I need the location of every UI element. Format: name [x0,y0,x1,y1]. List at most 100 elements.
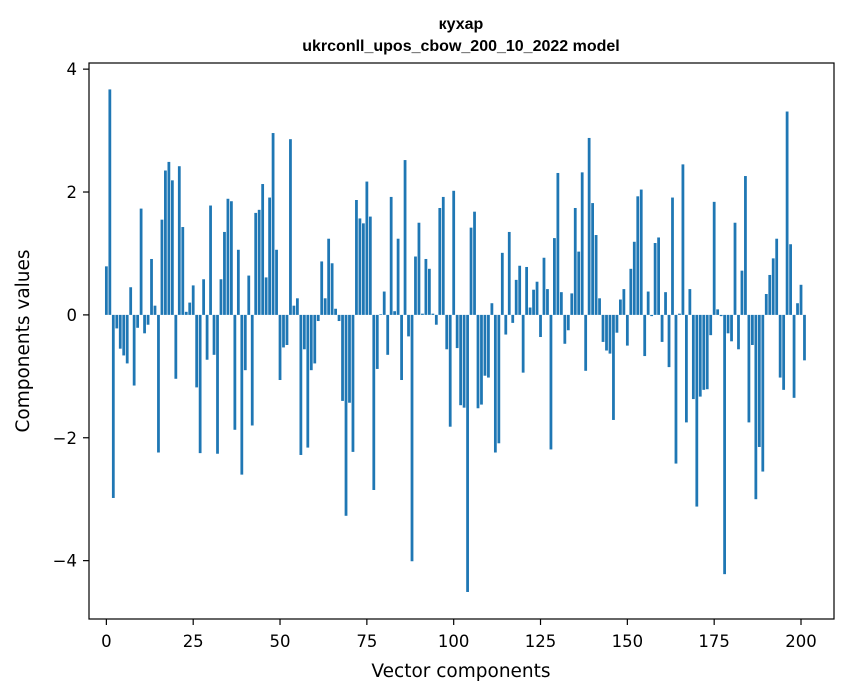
bar [195,314,199,388]
bar [108,89,112,315]
bar [202,279,206,315]
bar [313,314,317,364]
bar [549,314,553,450]
bar [757,314,761,447]
bar [518,265,522,315]
bar [410,314,414,562]
bar [372,314,376,490]
bar [219,279,223,315]
bar [511,314,515,323]
bar [434,314,438,325]
bar [139,208,143,315]
bar [796,303,799,315]
bar [441,196,445,315]
bar [268,197,271,315]
bar [351,314,355,452]
bar [671,197,674,315]
bars-group [104,89,806,592]
bar [487,314,490,378]
bar [122,314,126,356]
bar [132,314,136,386]
y-tick-label: 4 [67,60,78,79]
bar [674,314,678,464]
plot-area-frame [88,62,835,620]
bar [681,164,685,315]
bar [507,231,511,315]
bar [619,299,622,315]
bar [170,180,174,315]
bar [379,314,383,315]
bar [375,314,379,369]
bar [250,314,254,426]
bar [653,243,657,315]
bar [226,198,230,315]
x-tick-label: 175 [698,632,730,651]
bar [539,314,542,338]
bar [327,238,331,315]
x-tick-label: 100 [438,632,470,651]
bar [737,314,740,350]
bar [150,258,153,315]
bar [646,291,650,315]
bar [125,314,129,364]
bar [136,314,140,328]
bar [191,285,195,315]
bar [650,314,654,317]
bar [771,258,775,315]
bar [389,196,393,315]
bar [323,298,327,315]
bar [205,314,209,360]
bar [591,203,594,315]
bar [497,314,501,444]
bar [365,181,369,315]
bar [525,266,529,315]
bar [573,207,577,315]
bar [778,314,782,378]
bar [705,314,709,390]
bar [282,314,285,348]
x-axis-label: Vector components [371,661,550,682]
y-tick-label: −4 [53,552,77,571]
bar [257,209,261,315]
bar [476,314,480,409]
bar [553,238,556,315]
bar [452,190,456,315]
bar [448,314,452,427]
bar [789,244,792,315]
bar [320,261,324,315]
bar [744,176,747,315]
bar [302,314,306,350]
bar [577,251,581,315]
bar [459,314,463,406]
bar [358,218,362,315]
bar [803,314,806,361]
bar [688,289,692,315]
y-tick-label: 0 [67,306,78,325]
bar [528,307,532,315]
bar [691,314,695,400]
bar [174,314,178,379]
bar [556,172,560,315]
bar [636,196,640,315]
bar [334,308,337,315]
bar [104,266,108,315]
bar [726,314,730,334]
bar [723,314,726,575]
bar [612,314,615,420]
bar [223,231,226,315]
bar [236,249,240,315]
bar [570,293,574,315]
bar [188,302,192,315]
bar [625,314,629,346]
bar [337,314,341,322]
x-tick-label: 50 [270,632,291,651]
bar [622,289,626,315]
bar [177,166,181,315]
bar [639,189,643,315]
bar [275,249,278,315]
bar [580,172,584,315]
bar [761,314,765,472]
bar [167,161,171,315]
bar [146,314,150,325]
